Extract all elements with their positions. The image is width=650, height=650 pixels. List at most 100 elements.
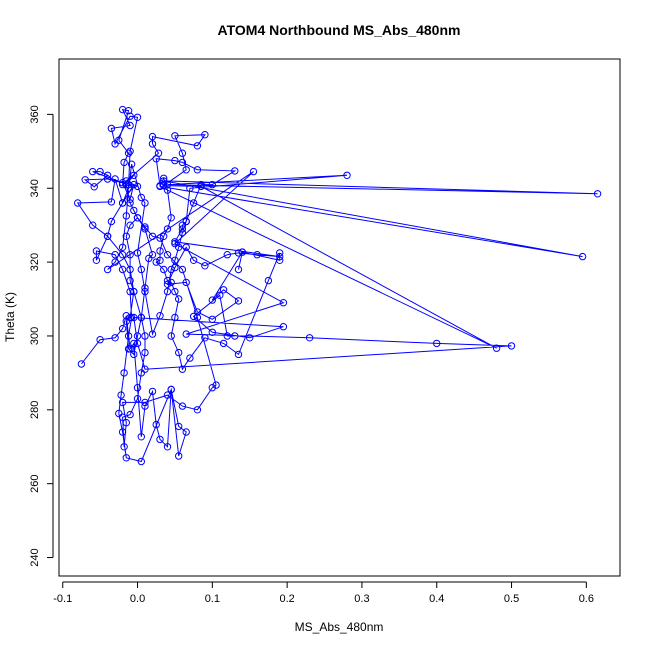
data-point (120, 369, 128, 377)
data-point (234, 265, 243, 274)
data-point (231, 167, 239, 175)
data-point (156, 234, 164, 242)
data-point (137, 433, 146, 441)
data-point (118, 251, 127, 259)
y-tick-label: 320 (29, 253, 41, 271)
data-point (171, 239, 179, 248)
data-point (126, 121, 134, 130)
data-point (148, 140, 157, 148)
data-point (171, 132, 179, 140)
data-point (182, 330, 190, 338)
data-point (137, 193, 146, 202)
data-point (163, 276, 172, 285)
data-point (182, 243, 190, 252)
data-point (126, 265, 134, 274)
x-axis-label: MS_Abs_480nm (295, 620, 384, 634)
data-point (92, 256, 101, 264)
data-point (137, 313, 146, 322)
data-point (126, 287, 134, 296)
x-tick-label: 0.4 (429, 593, 444, 605)
data-point (107, 217, 116, 226)
data-point (124, 149, 133, 157)
x-tick-label: 0.1 (205, 593, 220, 605)
data-point (122, 212, 131, 220)
data-point (122, 312, 131, 320)
data-point (111, 140, 119, 148)
data-point (111, 258, 119, 266)
data-point (124, 332, 133, 340)
x-axis: -0.1 0.0 0.1 0.2 0.3 0.4 0.5 0.6 (53, 581, 594, 605)
data-point (197, 182, 205, 191)
data-point (208, 328, 217, 336)
data-point (133, 332, 142, 340)
data-point (96, 167, 104, 176)
data-point (111, 334, 119, 342)
data-point (175, 243, 183, 252)
data-point (156, 256, 164, 264)
data-point (137, 265, 146, 274)
data-point (122, 177, 131, 185)
data-point (178, 365, 187, 373)
data-point (118, 105, 127, 114)
data-point (126, 313, 134, 322)
data-point (279, 323, 288, 331)
y-tick-label: 360 (29, 105, 41, 123)
data-point (507, 342, 516, 350)
data-point (276, 249, 284, 257)
data-point (578, 252, 587, 261)
data-point (126, 147, 134, 156)
data-point (115, 136, 123, 144)
data-point (133, 395, 142, 403)
data-point (122, 232, 131, 241)
data-point (118, 243, 127, 252)
data-point (208, 315, 217, 323)
data-point (178, 228, 187, 237)
data-point (167, 385, 175, 394)
data-point (141, 284, 149, 292)
x-tick-label: 0.2 (279, 593, 294, 605)
data-point (193, 166, 202, 174)
data-point (163, 287, 172, 296)
data-point (156, 312, 164, 320)
data-point (90, 183, 98, 191)
y-tick-label: 260 (29, 474, 41, 492)
data-point (126, 276, 134, 285)
data-point (103, 232, 112, 241)
data-point (103, 265, 112, 274)
data-point (163, 251, 172, 259)
data-point (208, 296, 217, 304)
data-point (182, 278, 190, 287)
data-point (120, 443, 128, 451)
data-point (249, 167, 258, 176)
data-point (193, 142, 202, 150)
data-point (124, 180, 133, 189)
data-point (189, 199, 198, 207)
data-point (137, 457, 146, 466)
data-point (219, 339, 228, 348)
series-line (76, 108, 598, 463)
data-point (141, 223, 149, 231)
data-point (120, 158, 128, 167)
data-point (141, 402, 149, 410)
data-point (118, 265, 127, 274)
data-point (148, 232, 157, 241)
data-point (167, 214, 175, 222)
data-point (126, 410, 134, 419)
data-point (126, 251, 134, 259)
data-point (171, 263, 179, 272)
data-point (133, 249, 142, 257)
data-point (77, 360, 86, 368)
data-point (492, 344, 501, 352)
data-point (130, 180, 138, 189)
data-point (160, 174, 168, 183)
data-point (133, 339, 142, 348)
data-point (167, 265, 175, 274)
x-tick-label: 0.5 (504, 593, 519, 605)
data-point (148, 330, 157, 338)
data-point (163, 225, 172, 233)
data-point (89, 167, 97, 176)
data-point (178, 158, 187, 167)
plot-frame (58, 58, 621, 577)
data-point (223, 251, 232, 259)
